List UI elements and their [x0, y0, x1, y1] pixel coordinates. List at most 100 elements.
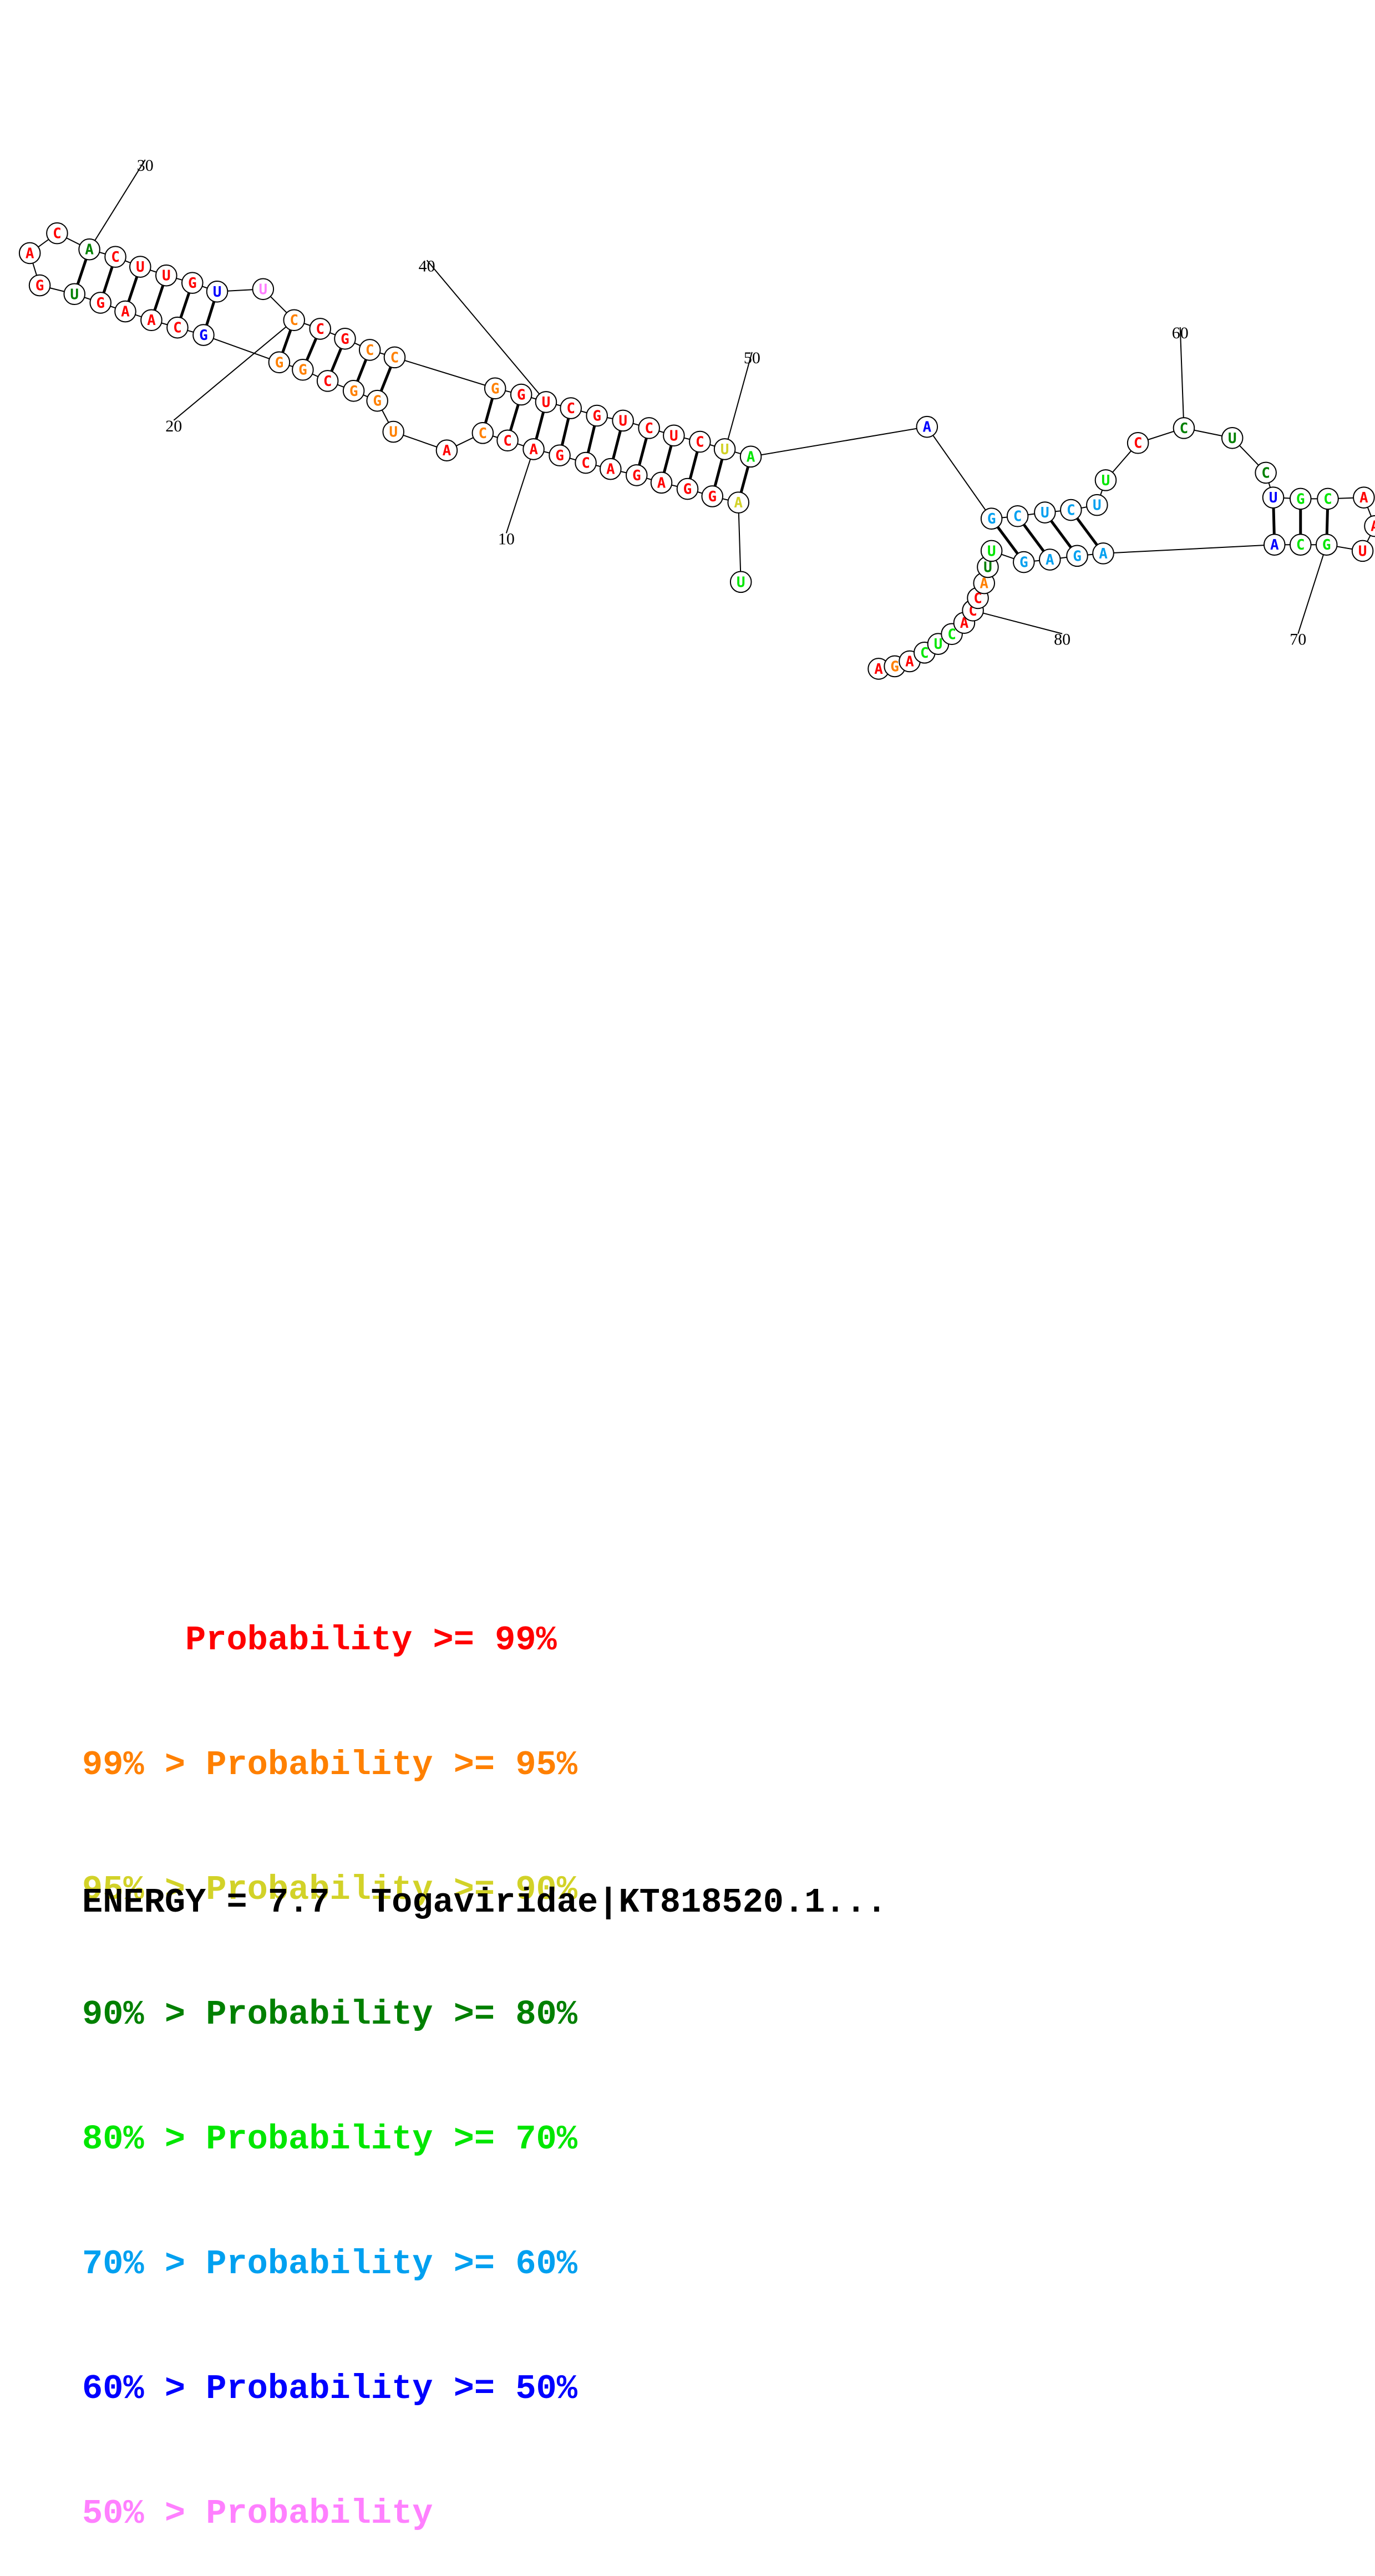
nucleotide-letter: C — [1261, 465, 1270, 481]
nucleotide: C — [1060, 499, 1082, 521]
nucleotide-letter: U — [389, 424, 398, 441]
nucleotide-letter: U — [1102, 472, 1110, 489]
nucleotide-circle — [382, 420, 405, 443]
nucleotide: C — [309, 318, 332, 340]
nucleotide-circle — [316, 370, 339, 392]
nucleotide-letter: U — [1358, 543, 1367, 560]
nucleotide-circle — [1289, 534, 1312, 556]
nucleotide-letter: C — [323, 373, 332, 390]
tick-label: 80 — [1054, 631, 1070, 649]
nucleotide-circle — [1351, 540, 1374, 562]
nucleotide: G — [268, 351, 291, 374]
nucleotide-circle — [484, 377, 506, 400]
nucleotide-letter: G — [555, 448, 564, 464]
nucleotide-circle — [342, 379, 365, 402]
nucleotide-circle — [496, 429, 519, 452]
nucleotide-circle — [1094, 469, 1117, 491]
nucleotide: C — [575, 451, 597, 474]
nucleotide: G — [366, 389, 388, 412]
nucleotide-letter: C — [316, 321, 324, 338]
nucleotide-circle — [283, 309, 306, 332]
nucleotide: A — [522, 438, 545, 460]
nucleotide-letter: U — [983, 559, 992, 576]
nucleotide: A — [1353, 486, 1375, 509]
nucleotide: G — [510, 383, 532, 406]
nucleotide-circle — [334, 328, 356, 350]
tick-line — [173, 319, 295, 421]
nucleotide-circle — [549, 444, 571, 466]
nucleotide: C — [1127, 431, 1149, 454]
nucleotide-circle — [1034, 501, 1056, 524]
nucleotide-circle — [625, 464, 648, 486]
nucleotide: C — [560, 397, 582, 419]
tick-label: 10 — [498, 530, 515, 548]
nucleotide: C — [166, 316, 189, 339]
nucleotide-letter: C — [173, 320, 182, 337]
nucleotide: G — [1066, 545, 1088, 567]
backbone-segment — [1103, 544, 1275, 554]
nucleotide-circle — [1317, 487, 1339, 510]
nucleotide: A — [1092, 542, 1114, 565]
nucleotide: G — [28, 274, 51, 297]
nucleotide: U — [155, 264, 177, 287]
nucleotide-letter: C — [1296, 537, 1305, 553]
nucleotide: C — [104, 246, 126, 268]
nucleotide-letter: U — [987, 543, 996, 560]
nucleotide: U — [980, 540, 1003, 562]
nucleotide-letter: G — [517, 387, 526, 403]
nucleotide-letter: A — [443, 443, 451, 459]
nucleotide-circle — [28, 274, 51, 297]
nucleotide: G — [181, 272, 204, 294]
nucleotide-circle — [1221, 426, 1244, 449]
nucleotide: G — [549, 444, 571, 466]
probability-legend: Probability >= 99% 99% > Probability >= … — [82, 1536, 577, 2576]
tick-line — [972, 609, 1063, 634]
nucleotide-letter: A — [121, 304, 130, 321]
nucleotide-letter: C — [581, 455, 590, 472]
nucleotides: AGACUCACCAUUGAGAACGUAACGUCUCCUUCUCGAAUCU… — [18, 222, 1375, 680]
nucleotide: U — [206, 280, 229, 303]
nucleotide-letter: U — [213, 284, 222, 301]
legend-entry-70: 80% > Probability >= 70% — [82, 2120, 577, 2159]
nucleotide: U — [977, 556, 999, 578]
nucleotide-letter: C — [947, 626, 956, 643]
nucleotide: A — [867, 658, 890, 680]
nucleotide-circle — [510, 383, 532, 406]
nucleotide-circle — [575, 451, 597, 474]
nucleotide-circle — [612, 409, 634, 432]
nucleotide: C — [316, 370, 339, 392]
nucleotide: C — [1317, 487, 1339, 510]
nucleotide: U — [1086, 494, 1108, 516]
nucleotide-letter: G — [632, 468, 641, 484]
nucleotide: A — [78, 238, 100, 261]
nucleotide: A — [114, 300, 136, 323]
tick-label: 20 — [165, 417, 182, 435]
legend-entry-60: 70% > Probability >= 60% — [82, 2244, 577, 2284]
nucleotide-circle — [1060, 499, 1082, 521]
nucleotide-letter: U — [737, 574, 745, 591]
nucleotide-circle — [729, 571, 752, 593]
nucleotide-letter: C — [973, 590, 982, 607]
nucleotide-letter: G — [987, 511, 996, 527]
nucleotide-letter: A — [980, 576, 988, 592]
nucleotide-circle — [599, 458, 622, 480]
nucleotide: A — [1039, 548, 1061, 571]
nucleotide: U — [535, 391, 557, 413]
legend-entry-95: 99% > Probability >= 95% — [82, 1745, 577, 1785]
tick-label: 50 — [744, 349, 760, 367]
nucleotide-letter: A — [26, 245, 34, 262]
legend-entry-50: 60% > Probability >= 50% — [82, 2369, 577, 2409]
nucleotide: G — [586, 404, 608, 427]
nucleotide-letter: U — [1093, 497, 1102, 514]
nucleotide-letter: G — [298, 362, 307, 379]
nucleotide-circle — [638, 417, 660, 439]
nucleotide-letter: G — [349, 383, 358, 400]
nucleotide: C — [283, 309, 306, 332]
nucleotide-letter: U — [542, 394, 551, 411]
nucleotide-circle — [650, 471, 673, 494]
nucleotide-letter: U — [1228, 430, 1237, 447]
nucleotide-circle — [1173, 417, 1195, 439]
nucleotide-letter: C — [111, 249, 120, 266]
nucleotide-letter: C — [290, 312, 298, 329]
nucleotide-letter: C — [1013, 509, 1022, 525]
